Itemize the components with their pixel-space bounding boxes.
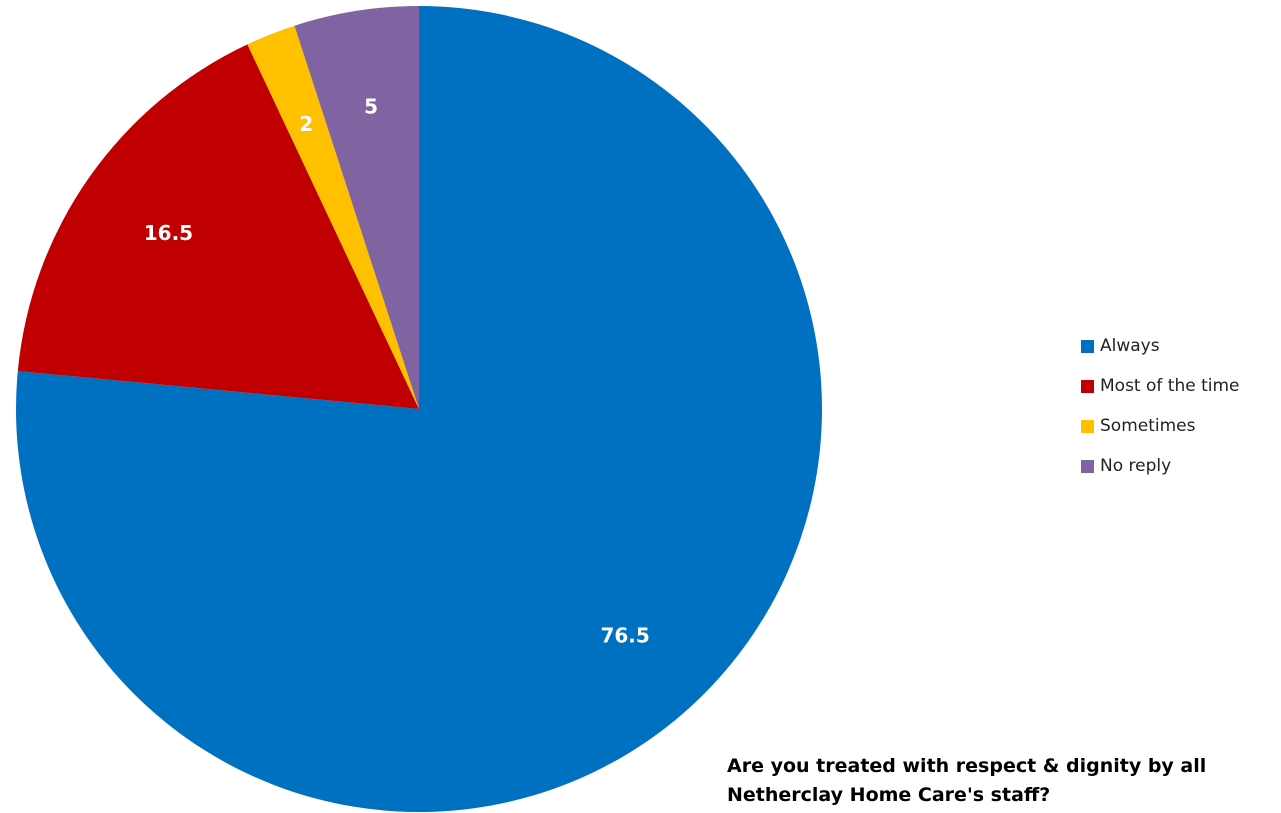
pie-slice-sometimes [247,25,419,410]
pie-slices [15,6,822,812]
chart-legend: Always Most of the time Sometimes No reply [1081,326,1240,486]
legend-swatch [1081,459,1094,473]
pie-data-labels: 76.5 16.5 2 5 [144,94,650,647]
legend-label: Always [1100,336,1160,356]
pie-slice-most-of-the-time [17,44,420,409]
chart-title: Are you treated with respect & dignity b… [727,755,1207,806]
data-label-most-of-the-time: 16.5 [144,221,193,245]
legend-label: No reply [1100,456,1172,476]
legend-swatch [1081,379,1094,393]
legend-swatch [1081,339,1094,353]
legend-label: Most of the time [1100,376,1240,396]
pie-slice-no-reply [294,6,419,409]
data-label-always: 76.5 [600,624,649,648]
legend-item-no-reply: No reply [1081,446,1240,486]
legend-item-always: Always [1081,326,1240,366]
data-label-no-reply: 5 [364,94,378,118]
legend-label: Sometimes [1100,416,1196,436]
legend-item-sometimes: Sometimes [1081,406,1240,446]
legend-swatch [1081,419,1094,433]
data-label-sometimes: 2 [299,112,313,136]
legend-item-most-of-the-time: Most of the time [1081,366,1240,406]
